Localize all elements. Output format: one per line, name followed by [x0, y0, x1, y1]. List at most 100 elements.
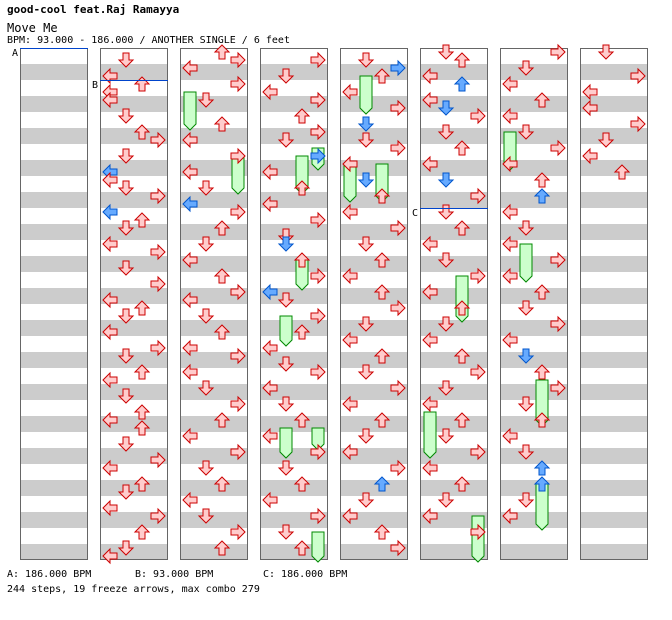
- down-arrow-icon: [117, 148, 135, 164]
- right-arrow-icon: [470, 363, 486, 381]
- stripe: [260, 352, 328, 368]
- stripe: [20, 512, 88, 528]
- chart-column: [340, 48, 408, 560]
- left-arrow-icon: [182, 427, 198, 445]
- down-arrow-icon: [197, 308, 215, 324]
- right-arrow-icon: [470, 267, 486, 285]
- down-arrow-icon: [357, 132, 375, 148]
- stripe: [420, 384, 488, 400]
- down-arrow-icon: [437, 44, 455, 60]
- left-arrow-icon: [102, 235, 118, 253]
- up-arrow-icon: [133, 124, 151, 140]
- left-arrow-icon: [262, 195, 278, 213]
- down-arrow-icon: [117, 52, 135, 68]
- stripe: [500, 288, 568, 304]
- right-arrow-icon: [230, 147, 246, 165]
- left-arrow-icon: [182, 491, 198, 509]
- right-arrow-icon: [150, 507, 166, 525]
- down-arrow-icon: [517, 348, 535, 364]
- left-arrow-icon: [182, 251, 198, 269]
- column-border: [580, 48, 648, 560]
- left-arrow-icon: [262, 339, 278, 357]
- down-arrow-icon: [277, 236, 295, 252]
- stripe: [20, 320, 88, 336]
- stripe: [180, 512, 248, 528]
- right-arrow-icon: [230, 443, 246, 461]
- left-arrow-icon: [422, 91, 438, 109]
- right-arrow-icon: [310, 211, 326, 229]
- down-arrow-icon: [197, 508, 215, 524]
- up-arrow-icon: [373, 188, 391, 204]
- up-arrow-icon: [373, 348, 391, 364]
- right-arrow-icon: [470, 107, 486, 125]
- up-arrow-icon: [293, 108, 311, 124]
- right-arrow-icon: [310, 123, 326, 141]
- song-artist: good-cool feat.Raj Ramayya: [7, 3, 180, 16]
- right-arrow-icon: [310, 267, 326, 285]
- right-arrow-icon: [470, 443, 486, 461]
- stripe: [180, 96, 248, 112]
- down-arrow-icon: [357, 492, 375, 508]
- down-arrow-icon: [517, 300, 535, 316]
- up-arrow-icon: [213, 540, 231, 556]
- down-arrow-icon: [437, 380, 455, 396]
- stripe: [180, 416, 248, 432]
- right-arrow-icon: [390, 99, 406, 117]
- stripe: [500, 224, 568, 240]
- bpm-change-label: C: [412, 208, 418, 219]
- stripe: [580, 480, 648, 496]
- left-arrow-icon: [342, 443, 358, 461]
- stripe: [20, 544, 88, 560]
- right-arrow-icon: [310, 147, 326, 165]
- left-arrow-icon: [342, 203, 358, 221]
- up-arrow-icon: [533, 412, 551, 428]
- down-arrow-icon: [357, 428, 375, 444]
- freeze-arrow: [183, 91, 197, 131]
- bpm-change-label: B: [92, 80, 98, 91]
- down-arrow-icon: [117, 348, 135, 364]
- stripe: [500, 128, 568, 144]
- chart-column: [420, 48, 488, 560]
- stripe: [340, 256, 408, 272]
- stripe: [420, 416, 488, 432]
- stripe: [20, 160, 88, 176]
- stripe: [20, 480, 88, 496]
- right-arrow-icon: [310, 307, 326, 325]
- right-arrow-icon: [390, 59, 406, 77]
- right-arrow-icon: [390, 139, 406, 157]
- down-arrow-icon: [597, 132, 615, 148]
- down-arrow-icon: [517, 124, 535, 140]
- up-arrow-icon: [133, 364, 151, 380]
- left-arrow-icon: [422, 155, 438, 173]
- down-arrow-icon: [117, 540, 135, 556]
- left-arrow-icon: [262, 283, 278, 301]
- up-arrow-icon: [293, 180, 311, 196]
- right-arrow-icon: [310, 91, 326, 109]
- down-arrow-icon: [597, 44, 615, 60]
- stripe: [420, 480, 488, 496]
- column-border: [340, 48, 408, 560]
- down-arrow-icon: [437, 172, 455, 188]
- left-arrow-icon: [102, 411, 118, 429]
- stripe: [20, 416, 88, 432]
- stripe: [500, 96, 568, 112]
- left-arrow-icon: [502, 267, 518, 285]
- left-arrow-icon: [422, 507, 438, 525]
- left-arrow-icon: [182, 339, 198, 357]
- up-arrow-icon: [533, 92, 551, 108]
- left-arrow-icon: [102, 91, 118, 109]
- stripe: [340, 288, 408, 304]
- bpm-legend-a: A: 186.000 BPM: [7, 569, 92, 580]
- up-arrow-icon: [453, 412, 471, 428]
- right-arrow-icon: [230, 395, 246, 413]
- stripe: [420, 544, 488, 560]
- stripe: [420, 352, 488, 368]
- up-arrow-icon: [213, 476, 231, 492]
- stripe: [20, 448, 88, 464]
- left-arrow-icon: [262, 379, 278, 397]
- down-arrow-icon: [197, 460, 215, 476]
- right-arrow-icon: [230, 75, 246, 93]
- up-arrow-icon: [373, 524, 391, 540]
- stripe: [100, 384, 168, 400]
- freeze-arrow: [423, 411, 437, 459]
